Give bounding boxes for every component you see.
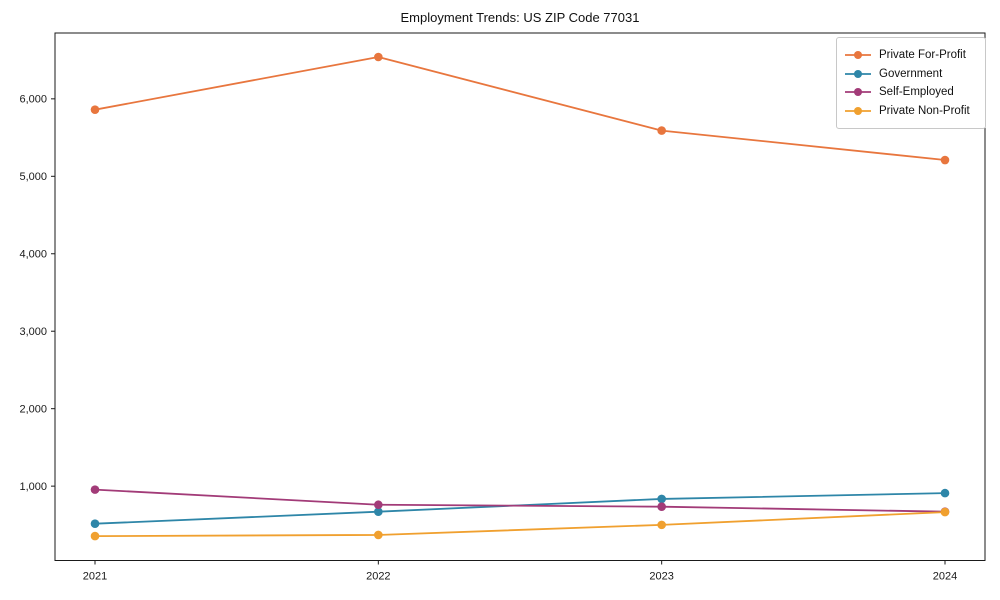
- data-point-marker: [90, 519, 100, 529]
- y-tick-label: 2,000: [19, 403, 47, 415]
- line-dot-marker-icon: [845, 69, 871, 78]
- series-line: [94, 511, 946, 538]
- data-point-marker: [374, 530, 383, 540]
- data-point-marker: [940, 488, 950, 498]
- legend-label: Private For-Profit: [879, 48, 966, 61]
- data-point-marker: [657, 494, 666, 504]
- legend-label: Government: [879, 67, 943, 80]
- y-tick-label: 5,000: [19, 171, 47, 183]
- data-point-marker: [940, 507, 950, 517]
- line-dot-marker-icon: [845, 107, 871, 116]
- y-tick-label: 1,000: [19, 481, 47, 493]
- plot-border: [54, 32, 986, 561]
- y-tick-label: 3,000: [19, 326, 47, 338]
- x-tick-label: 2022: [366, 571, 390, 583]
- series-line: [94, 488, 946, 513]
- data-point-marker: [940, 155, 950, 165]
- series-line: [94, 492, 946, 525]
- data-point-marker: [90, 531, 100, 541]
- chart-title: Employment Trends: US ZIP Code 77031: [400, 10, 640, 25]
- legend-label: Self-Employed: [879, 86, 954, 99]
- data-point-marker: [657, 502, 666, 511]
- data-point-marker: [374, 52, 383, 62]
- legend-label: Private Non-Profit: [879, 105, 970, 118]
- data-point-marker: [90, 485, 100, 494]
- series-line: [94, 56, 946, 161]
- y-tick-label: 6,000: [19, 94, 47, 106]
- x-tick-label: 2024: [933, 571, 957, 583]
- line-dot-marker-icon: [845, 88, 871, 97]
- data-point-marker: [90, 105, 100, 114]
- data-point-marker: [374, 500, 383, 510]
- line-dot-marker-icon: [845, 50, 871, 59]
- y-tick-label: 4,000: [19, 249, 47, 261]
- legend-item-private-non-profit: Private Non-Profit: [844, 105, 978, 117]
- legend-item-self-employed: Self-Employed: [844, 86, 978, 98]
- legend: Private For-Profit Government Self-Emplo…: [836, 37, 986, 129]
- legend-item-government: Government: [844, 68, 978, 80]
- data-point-marker: [657, 520, 666, 530]
- data-point-marker: [374, 507, 383, 517]
- x-tick-label: 2021: [83, 571, 107, 583]
- legend-item-private-for-profit: Private For-Profit: [844, 49, 978, 61]
- data-point-marker: [657, 126, 666, 135]
- x-tick-label: 2023: [649, 571, 673, 583]
